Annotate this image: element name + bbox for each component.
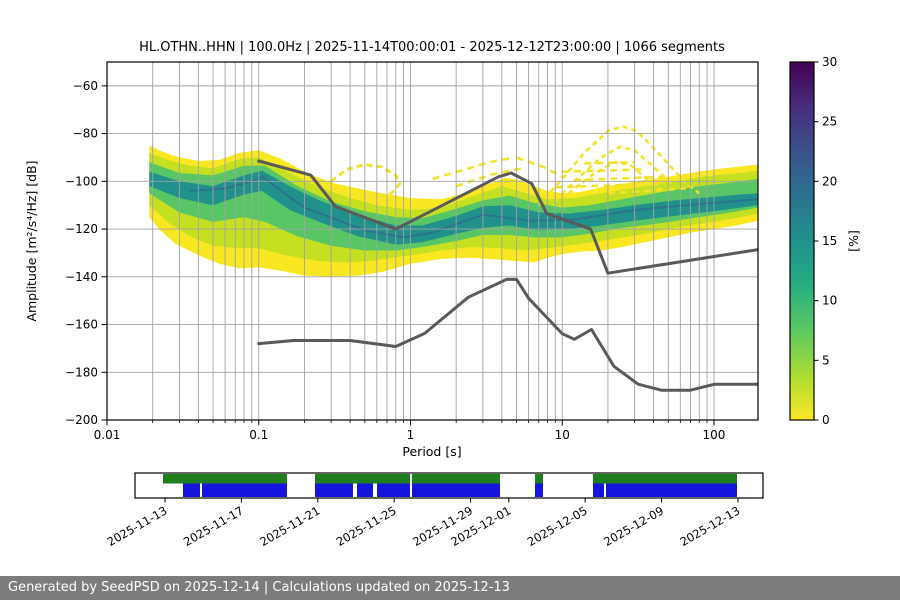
svg-text:2025-12-13: 2025-12-13 bbox=[678, 503, 743, 549]
y-axis-label: Amplitude [m²/s⁴/Hz] [dB] bbox=[24, 160, 39, 321]
svg-text:2025-11-21: 2025-11-21 bbox=[257, 503, 322, 549]
svg-text:2025-11-13: 2025-11-13 bbox=[105, 503, 170, 549]
svg-text:−180: −180 bbox=[65, 365, 98, 379]
footer-text: Generated by SeedPSD on 2025-12-14 | Cal… bbox=[8, 580, 510, 595]
colorbar: 0 5 10 15 20 25 30 bbox=[789, 55, 837, 427]
svg-text:5: 5 bbox=[822, 353, 830, 367]
x-axis-label: Period [s] bbox=[402, 444, 461, 459]
chart-title: HL.OTHN..HHN | 100.0Hz | 2025-11-14T00:0… bbox=[139, 40, 725, 55]
svg-text:30: 30 bbox=[822, 55, 837, 69]
svg-text:−120: −120 bbox=[65, 222, 98, 236]
svg-text:−200: −200 bbox=[65, 413, 98, 427]
svg-text:−160: −160 bbox=[65, 318, 98, 332]
plot-axes: 0.01 0.1 1 10 100 −60 −80 −100 −120 −140 −160 −180 −… bbox=[65, 61, 759, 442]
coverage-timeline bbox=[134, 472, 764, 499]
svg-text:0.1: 0.1 bbox=[249, 428, 268, 442]
svg-text:100: 100 bbox=[703, 428, 726, 442]
svg-text:−140: −140 bbox=[65, 270, 98, 284]
svg-text:15: 15 bbox=[822, 234, 837, 248]
svg-text:2025-12-09: 2025-12-09 bbox=[601, 503, 666, 549]
svg-text:1: 1 bbox=[407, 428, 415, 442]
svg-text:2025-11-17: 2025-11-17 bbox=[181, 503, 246, 549]
plot-gridlines bbox=[107, 62, 758, 420]
svg-text:10: 10 bbox=[822, 294, 837, 308]
peterson-noise-model-lines bbox=[257, 159, 758, 392]
ppsd-plot-svg: HL.OTHN..HHN | 100.0Hz | 2025-11-14T00:0… bbox=[24, 40, 861, 549]
ppsd-event-arcs bbox=[329, 125, 701, 207]
svg-text:0: 0 bbox=[822, 413, 830, 427]
svg-text:20: 20 bbox=[822, 174, 837, 188]
svg-text:10: 10 bbox=[555, 428, 570, 442]
svg-text:2025-12-05: 2025-12-05 bbox=[525, 503, 590, 549]
ppsd-density-bands bbox=[149, 145, 758, 277]
footer-bar: Generated by SeedPSD on 2025-12-14 | Cal… bbox=[0, 576, 900, 600]
svg-text:2025-11-25: 2025-11-25 bbox=[334, 503, 399, 549]
svg-text:−60: −60 bbox=[73, 79, 98, 93]
svg-text:0.01: 0.01 bbox=[94, 428, 121, 442]
timeline-date-labels: 2025-11-13 2025-11-17 2025-11-21 2025-11-25… bbox=[105, 498, 743, 549]
svg-text:25: 25 bbox=[822, 115, 837, 129]
svg-text:−80: −80 bbox=[73, 127, 98, 141]
colorbar-label: [%] bbox=[846, 230, 861, 252]
svg-text:−100: −100 bbox=[65, 174, 98, 188]
